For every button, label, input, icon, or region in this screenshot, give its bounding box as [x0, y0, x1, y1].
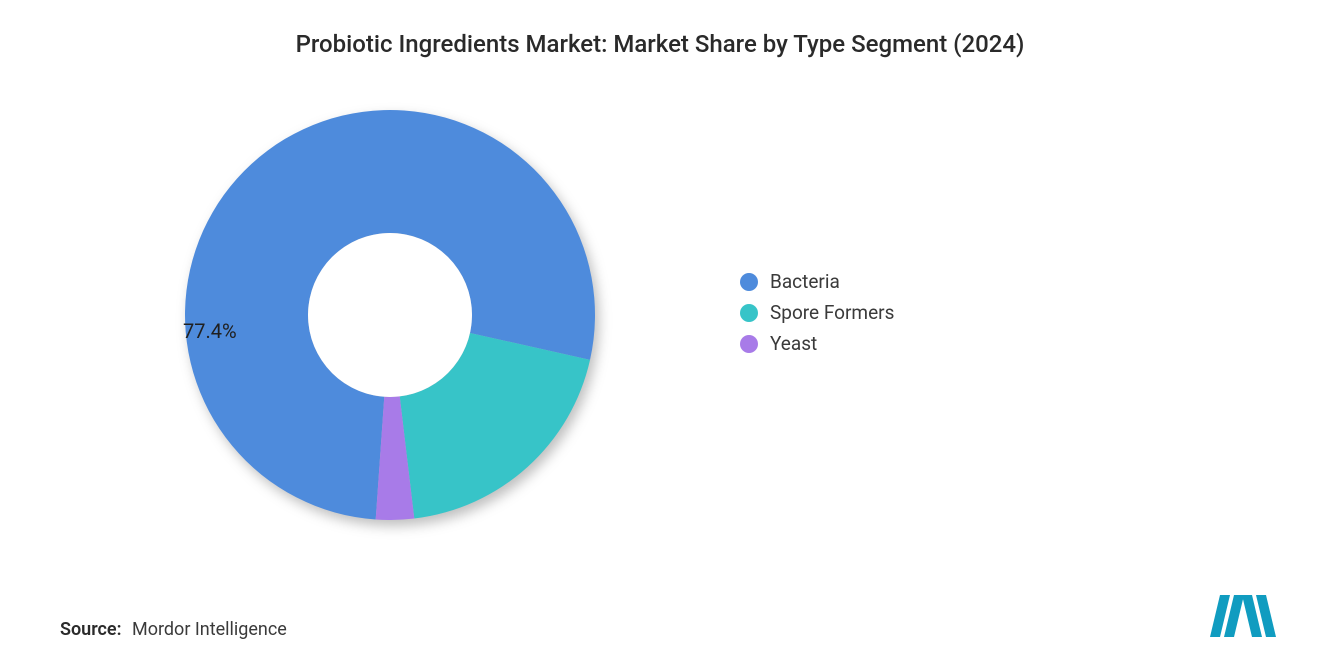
- chart-container: Probiotic Ingredients Market: Market Sha…: [0, 0, 1320, 665]
- legend: Bacteria Spore Formers Yeast: [740, 270, 894, 363]
- legend-label: Yeast: [770, 332, 817, 355]
- legend-swatch-icon: [740, 335, 758, 353]
- source-text: Mordor Intelligence: [132, 619, 287, 640]
- donut-chart: 77.4%: [175, 100, 605, 530]
- donut-svg: [175, 100, 605, 530]
- legend-swatch-icon: [740, 304, 758, 322]
- source-line: Source: Mordor Intelligence: [60, 619, 287, 640]
- legend-swatch-icon: [740, 273, 758, 291]
- legend-item: Spore Formers: [740, 301, 894, 324]
- legend-item: Bacteria: [740, 270, 894, 293]
- mordor-logo-icon: [1208, 589, 1280, 641]
- brand-logo: [1208, 589, 1280, 645]
- slice-pct-label: 77.4%: [183, 319, 237, 343]
- legend-label: Bacteria: [770, 270, 840, 293]
- chart-title: Probiotic Ingredients Market: Market Sha…: [0, 30, 1320, 58]
- legend-label: Spore Formers: [770, 301, 894, 324]
- legend-item: Yeast: [740, 332, 894, 355]
- source-prefix: Source:: [60, 619, 122, 640]
- donut-hole: [308, 233, 472, 397]
